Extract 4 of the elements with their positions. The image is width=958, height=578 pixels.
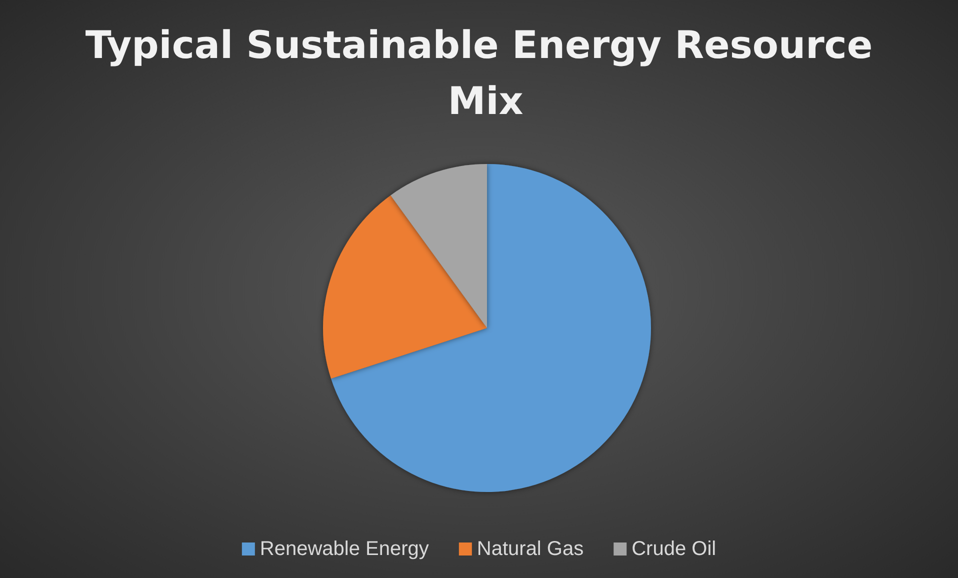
legend-label: Crude Oil — [632, 538, 716, 560]
legend-label: Natural Gas — [476, 538, 584, 560]
chart-title: Typical Sustainable Energy Resource Mix — [85, 23, 873, 123]
legend-label: Renewable Energy — [260, 538, 429, 560]
